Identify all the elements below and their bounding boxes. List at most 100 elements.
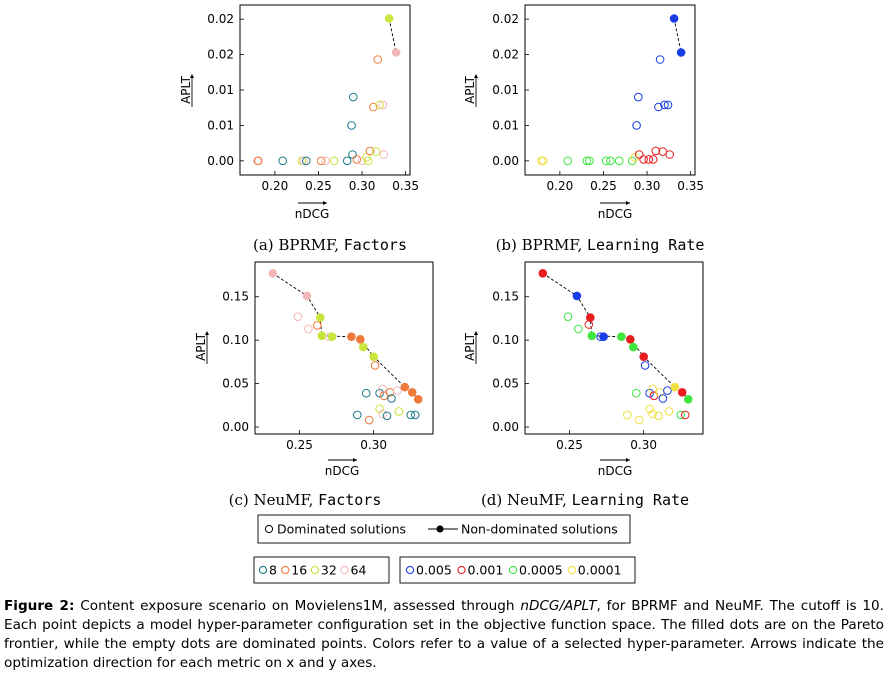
dominated-point [348,150,357,159]
y-tick-label: 0.15 [222,290,249,304]
caption-text-1: Content exposure scenario on Movielens1M… [80,598,521,614]
nondominated-point [617,332,626,342]
dominated-point [299,156,308,166]
legend-swatch-icon [281,565,290,575]
x-axis-label: nDCG [295,207,330,221]
x-tick-label: 0.25 [590,179,617,193]
y-tick-label: 0.15 [492,290,519,304]
dominated-point [665,150,675,159]
x-tick-label: 0.30 [634,179,661,193]
dominated-point [654,102,663,112]
pareto-frontier-line [272,272,419,400]
nondominated-point [669,14,679,23]
y-tick-label: 0.05 [492,377,519,391]
y-axis-label: APLT [194,332,208,360]
figure-canvas: 0.20 0.25 0.30 0.35 0.00 0.01 0.01 0.02 0.02 nDC… [179,4,704,584]
x-axis-label: nDCG [598,464,633,478]
x-axis-arrowhead [353,458,357,462]
y-axis-arrowhead [474,331,478,335]
dominated-point [640,361,650,370]
legend-entries: 0.005 0.001 0.0005 0.0001 [405,563,622,578]
dominated-point [644,155,654,164]
nondominated-point [316,313,325,322]
dominated-point [365,146,375,156]
nondominated-point [677,388,687,397]
marks-group [268,269,423,425]
figure-label: Figure 2: [4,598,75,614]
legend-dominated-label: Dominated solutions [277,522,406,537]
dominated-point [630,153,640,162]
x-axis-arrowhead [626,458,630,462]
dominated-point [614,156,624,166]
dominated-point [347,121,356,130]
subcaption: (c) NeuMF, Factors [229,491,382,509]
nondominated-point [317,331,327,341]
dominated-point [634,150,644,159]
dominated-point [375,404,384,414]
y-axis-arrowhead [474,74,478,78]
y-tick-label: 0.02 [207,48,234,62]
nondominated-point [599,332,608,342]
dominated-point [297,156,307,166]
x-tick-label: 0.25 [556,438,583,452]
y-tick-label: 0.02 [492,48,519,62]
dominated-point [632,388,641,398]
nondominated-point [538,269,548,278]
dominated-point [394,407,404,416]
x-tick-label: 0.25 [286,438,313,452]
dominated-point [342,156,352,166]
tick-group: 0.20 0.25 0.30 0.35 0.00 0.01 0.01 0.02 0.02 [492,12,704,193]
legend-entry-label: 0.0001 [578,563,622,578]
nondominated-point [268,269,278,278]
dominated-point [304,324,313,334]
x-axis-label: nDCG [325,464,360,478]
nondominated-point [407,388,417,397]
dominated-point [370,361,380,370]
dominated-point [352,155,362,164]
dominated-point [371,147,381,156]
caption-metric: nDCG/APLT [520,598,597,614]
dominated-point [353,410,362,420]
y-tick-label: 0.10 [492,333,519,347]
x-tick-label: 0.20 [262,179,289,193]
legend-swatch-icon [258,565,268,575]
dominated-point [369,102,378,112]
nondominated-point [302,291,312,301]
dominated-point [585,156,594,166]
dominated-point [658,394,668,403]
dominated-point [253,156,263,166]
panel-b-bprmf-learning-rate: 0.20 0.25 0.30 0.35 0.00 0.01 0.01 0.02 0.02 nDC… [463,4,704,254]
legend-dominance: Dominated solutions Non-dominated soluti… [257,514,631,544]
dominated-point [648,409,657,419]
caption-text-2: , for BPRMF and NeuMF. The cutoff is 10.… [4,598,885,671]
panel-d-neumf-learning-rate: 0.25 0.30 0.00 0.05 0.10 0.15 nDCG APLT (d) N… [463,261,704,509]
nondominated-point [347,332,356,342]
legend-swatch-icon [567,565,576,575]
dominated-point [660,100,669,110]
marks-group [538,269,693,425]
x-axis-label: nDCG [598,207,633,221]
nondominated-point [391,48,401,57]
pareto-frontier-line [388,18,397,53]
legend-entry-label: 0.001 [468,563,504,578]
legend-swatch-icon [405,565,415,575]
nondominated-point [676,48,686,57]
legend-entry-label: 0.0005 [519,563,563,578]
dominated-point [387,394,396,403]
dominated-point [393,386,402,395]
dominated-point [364,415,374,425]
dominated-point [648,155,658,164]
dominated-point [639,155,648,164]
legend-entry-label: 32 [321,563,337,578]
nondominated-point [356,335,365,344]
dominated-point [654,411,663,421]
x-tick-label: 0.30 [360,438,387,452]
nondominated-point [327,332,337,342]
dominated-point [302,156,311,166]
legend-entry-label: 16 [291,563,307,578]
dominated-point [680,410,690,420]
dominated-point [632,121,641,130]
dominated-point [623,410,632,420]
dominated-point [321,156,330,166]
tick-group: 0.25 0.30 0.00 0.05 0.10 0.15 [222,290,387,452]
